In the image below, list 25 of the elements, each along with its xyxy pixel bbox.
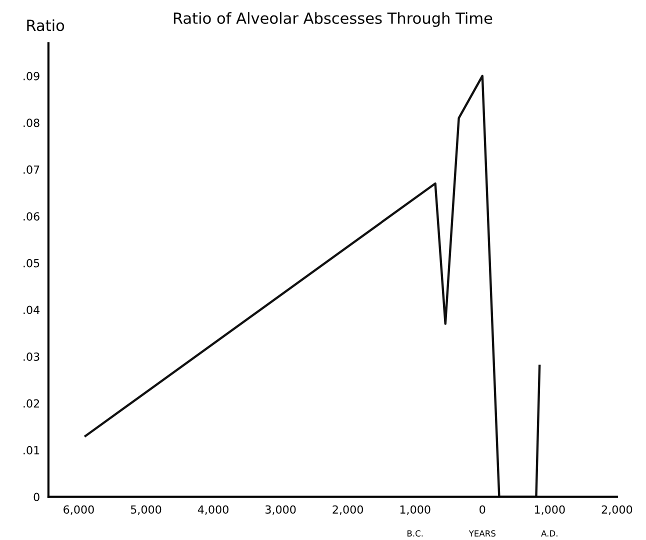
y-tick-label: .03 — [24, 352, 40, 361]
y-tick-label: .05 — [24, 258, 40, 268]
chart-title: Ratio of Alveolar Abscesses Through Time — [174, 12, 492, 27]
y-tick-label: .01 — [24, 446, 40, 454]
x-tick-label: 1,000 — [534, 505, 565, 515]
x-tick-label: 1,000 — [400, 505, 430, 515]
y-tick-label: .07 — [24, 165, 40, 174]
y-tick-label: 0 — [34, 492, 40, 502]
x-tick-label: 4,000 — [198, 505, 228, 515]
y-tick-label: .08 — [24, 118, 40, 128]
x-tick-label: 2,000 — [602, 505, 632, 515]
x-tick-label: 2,000 — [332, 505, 363, 515]
y-tick-label: .09 — [24, 72, 40, 80]
y-tick-label: .04 — [24, 306, 40, 314]
y-axis-title: Ratio — [27, 19, 64, 32]
text: B.C. — [408, 530, 423, 537]
y-tick-label: .06 — [24, 212, 40, 221]
y-tick-label: .02 — [24, 399, 40, 408]
x-tick-label: 6,000 — [64, 505, 94, 515]
x-tick-label: 5,000 — [130, 505, 162, 515]
line-series — [84, 74, 541, 497]
x-tick-label: 0 — [480, 505, 486, 514]
text: YEARS — [468, 530, 496, 537]
text: A.D. — [541, 530, 558, 536]
x-tick-label: 3,000 — [265, 505, 296, 515]
